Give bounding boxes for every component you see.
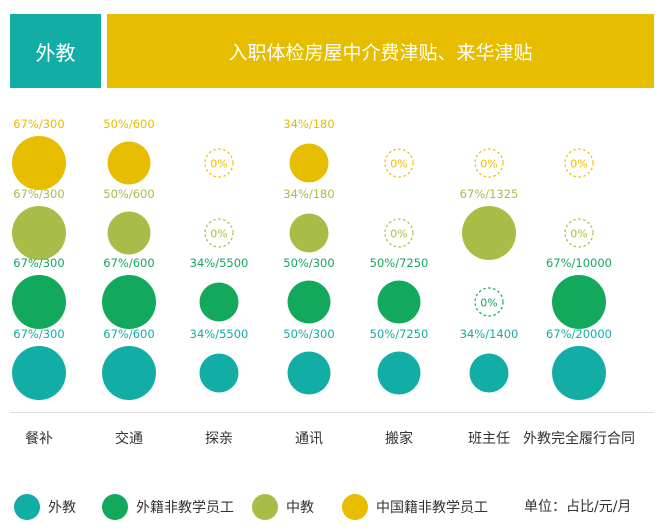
legend-label-foreign-staff: 外籍非教学员工: [136, 500, 234, 516]
series-row: 67%/300 50%/600 0% 34%/180 0% 67%/1325 0%: [12, 187, 594, 260]
legend: 外教 外籍非教学员工 中教 中国籍非教学员工 单位：占比/元/月: [0, 490, 664, 524]
bubble-empty: [384, 218, 414, 248]
bubble: [289, 143, 329, 183]
bubble: [287, 280, 331, 324]
bubble-value-label: 67%/10000: [546, 256, 612, 270]
bubble-empty: [474, 148, 504, 178]
legend-swatch-foreign-staff: [102, 494, 128, 520]
bubble: [12, 275, 66, 329]
series-row: 67%/300 50%/600 0% 34%/180 0% 0% 0%: [12, 117, 594, 190]
series-row: 67%/300 67%/600 34%/5500 50%/300 50%/7250 34%…: [12, 327, 612, 400]
series-row: 67%/300 67%/600 34%/5500 50%/300 50%/7250 0% 6…: [12, 256, 612, 329]
chart-divider: [10, 412, 654, 413]
bubble-empty: [474, 287, 504, 317]
bubble: [287, 351, 331, 395]
bubble: [102, 275, 156, 329]
bubble-value-label: 34%/5500: [190, 256, 249, 270]
category-label: 探亲: [205, 431, 233, 447]
bubble-empty: [204, 218, 234, 248]
legend-item-chinese-staff: 中国籍非教学员工: [342, 490, 488, 524]
bubble: [12, 206, 66, 260]
chart-title-banner: 入职体检房屋中介费津贴、来华津贴: [107, 14, 654, 88]
bubble-value-label: 34%/5500: [190, 327, 249, 341]
bubble-value-label: 67%/300: [13, 256, 64, 270]
bubble-value-label: 50%/600: [103, 187, 154, 201]
bubble-value-label: 0%: [210, 228, 227, 241]
bubble-value-label: 0%: [210, 158, 227, 171]
bubble: [107, 141, 151, 185]
legend-label-foreign-teacher: 外教: [48, 500, 76, 516]
bubble-value-label: 0%: [480, 297, 497, 310]
legend-label-chinese-teacher: 中教: [286, 500, 314, 516]
bubble-value-label: 67%/600: [103, 256, 154, 270]
category-label: 餐补: [25, 431, 53, 447]
bubble: [107, 211, 151, 255]
bubble: [377, 351, 421, 395]
bubble-value-label: 67%/300: [13, 327, 64, 341]
bubble: [199, 282, 239, 322]
bubble-value-label: 67%/300: [13, 187, 64, 201]
bubble: [552, 275, 606, 329]
bubble-value-label: 0%: [390, 228, 407, 241]
bubble-value-label: 50%/300: [283, 256, 334, 270]
bubble: [552, 346, 606, 400]
legend-swatch-chinese-staff: [342, 494, 368, 520]
unit-label: 单位：占比/元/月: [524, 499, 632, 515]
bubble-empty: [564, 218, 594, 248]
legend-item-foreign-staff: 外籍非教学员工: [102, 490, 234, 524]
legend-label-chinese-staff: 中国籍非教学员工: [376, 500, 488, 516]
legend-swatch-chinese-teacher: [252, 494, 278, 520]
bubble-value-label: 67%/1325: [460, 187, 519, 201]
bubble-value-label: 67%/300: [13, 117, 64, 131]
bubble: [289, 213, 329, 253]
bubble-value-label: 0%: [480, 158, 497, 171]
bubble-value-label: 50%/7250: [370, 256, 429, 270]
legend-item-foreign-teacher: 外教: [14, 490, 76, 524]
bubble: [102, 346, 156, 400]
bubble-empty: [384, 148, 414, 178]
bubble-value-label: 67%/600: [103, 327, 154, 341]
category-label: 交通: [115, 430, 143, 447]
category-label: 外教完全履行合同: [523, 430, 635, 447]
bubble-value-label: 50%/300: [283, 327, 334, 341]
bubble-value-label: 50%/7250: [370, 327, 429, 341]
bubble-empty: [204, 148, 234, 178]
bubble: [199, 353, 239, 393]
bubble-value-label: 50%/600: [103, 117, 154, 131]
category-label: 班主任: [468, 431, 510, 447]
bubble-value-label: 34%/180: [283, 117, 334, 131]
bubble-chart: 67%/300 50%/600 0% 34%/180 0% 0% 0% 67%/300 50%/…: [12, 117, 635, 447]
bubble-value-label: 0%: [570, 228, 587, 241]
legend-swatch-foreign-teacher: [14, 494, 40, 520]
bubble: [469, 353, 509, 393]
bubble-value-label: 34%/1400: [460, 327, 519, 341]
category-label: 搬家: [385, 430, 413, 447]
bubble-value-label: 0%: [390, 158, 407, 171]
bubble-value-label: 0%: [570, 158, 587, 171]
bubble: [377, 280, 421, 324]
bubble-empty: [564, 148, 594, 178]
tag-foreign-teacher: 外教: [10, 14, 101, 88]
bubble: [462, 206, 516, 260]
bubble-value-label: 67%/20000: [546, 327, 612, 341]
bubble: [12, 346, 66, 400]
bubble-value-label: 34%/180: [283, 187, 334, 201]
category-label: 通讯: [295, 431, 323, 447]
bubble: [12, 136, 66, 190]
legend-item-chinese-teacher: 中教: [252, 490, 314, 524]
